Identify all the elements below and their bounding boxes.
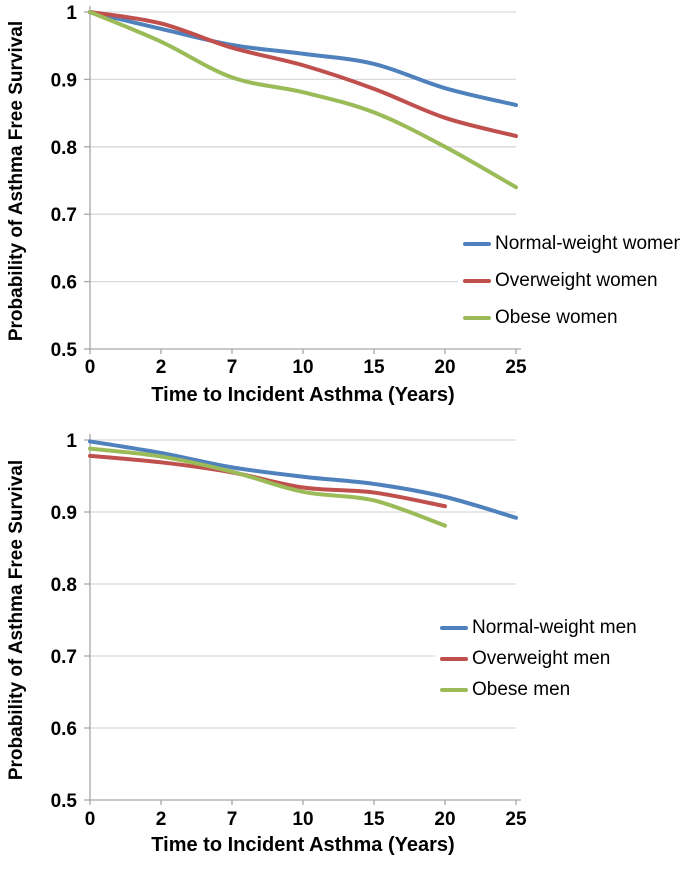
y-tick-label: 1 — [66, 431, 77, 452]
legend-marker-normal-weight-women-icon — [463, 241, 491, 246]
x-tick-label: 15 — [363, 809, 385, 830]
y-tick-label: 1 — [66, 3, 77, 24]
legend-item-obese-women: Obese women — [463, 299, 680, 336]
y-axis-title-women: Probability of Asthma Free Survival — [6, 20, 27, 342]
legend-marker-normal-weight-men-icon — [440, 625, 468, 630]
y-tick-label: 0.6 — [51, 719, 77, 740]
x-tick-label: 20 — [434, 357, 455, 378]
legend-marker-overweight-women-icon — [463, 278, 491, 283]
x-tick-label: 10 — [292, 357, 313, 378]
series-line-normal-weight-men — [88, 439, 518, 520]
x-tick-label: 2 — [156, 809, 167, 830]
y-tick-label: 0.8 — [51, 138, 77, 159]
legend-label: Obese women — [495, 306, 618, 328]
plot-area-women: 1 0.9 0.8 0.7 0.6 0.5 0 2 7 10 15 20 25 — [51, 3, 527, 378]
legend-men: Normal-weight men Overweight men Obese m… — [435, 612, 680, 705]
x-axis-title-women: Time to Incident Asthma (Years) — [151, 384, 455, 406]
y-tick-label: 0.9 — [51, 70, 77, 91]
x-tick-label: 2 — [156, 357, 167, 378]
series-line-normal-weight-women — [88, 10, 518, 108]
series-line-obese-women — [88, 10, 518, 190]
legend-marker-obese-men-icon — [440, 687, 468, 692]
y-tick-label: 0.5 — [51, 791, 78, 812]
y-axis-title-men: Probability of Asthma Free Survival — [6, 459, 27, 781]
legend-item-overweight-women: Overweight women — [463, 262, 680, 299]
legend-item-normal-weight-men: Normal-weight men — [440, 612, 680, 643]
legend-item-overweight-men: Overweight men — [440, 643, 680, 674]
x-tick-label: 7 — [227, 357, 238, 378]
x-tick-label: 0 — [85, 809, 96, 830]
y-tick-label: 0.7 — [51, 647, 77, 668]
legend-label: Obese men — [472, 678, 571, 700]
series-line-overweight-women — [88, 10, 518, 139]
x-tick-label: 10 — [292, 809, 313, 830]
y-tick-label: 0.5 — [51, 340, 78, 361]
y-tick-label: 0.7 — [51, 205, 77, 226]
legend-marker-overweight-men-icon — [440, 656, 468, 661]
legend-label: Normal-weight women — [495, 232, 680, 254]
legend-item-normal-weight-women: Normal-weight women — [463, 225, 680, 262]
series-line-obese-men — [88, 446, 447, 528]
x-tick-label: 20 — [434, 809, 455, 830]
legend-label: Overweight women — [495, 269, 658, 291]
chart-men: 1 0.9 0.8 0.7 0.6 0.5 0 2 7 10 15 20 25 Probability … — [0, 420, 680, 871]
y-tick-label: 0.9 — [51, 503, 77, 524]
plot-area-men: 1 0.9 0.8 0.7 0.6 0.5 0 2 7 10 15 20 25 — [51, 431, 527, 830]
x-tick-label: 25 — [505, 809, 527, 830]
legend-label: Normal-weight men — [472, 616, 637, 638]
legend-label: Overweight men — [472, 647, 611, 669]
x-tick-label: 15 — [363, 357, 385, 378]
chart-women: 1 0.9 0.8 0.7 0.6 0.5 0 2 7 10 15 20 25 Probability … — [0, 0, 680, 420]
x-tick-label: 7 — [227, 809, 238, 830]
legend-women: Normal-weight women Overweight women Obe… — [458, 225, 680, 336]
y-tick-label: 0.8 — [51, 575, 77, 596]
legend-item-obese-men: Obese men — [440, 674, 680, 705]
x-tick-label: 25 — [505, 357, 527, 378]
y-tick-label: 0.6 — [51, 273, 77, 294]
x-axis-title-men: Time to Incident Asthma (Years) — [151, 834, 455, 856]
legend-marker-obese-women-icon — [463, 315, 491, 320]
x-tick-label: 0 — [85, 357, 96, 378]
